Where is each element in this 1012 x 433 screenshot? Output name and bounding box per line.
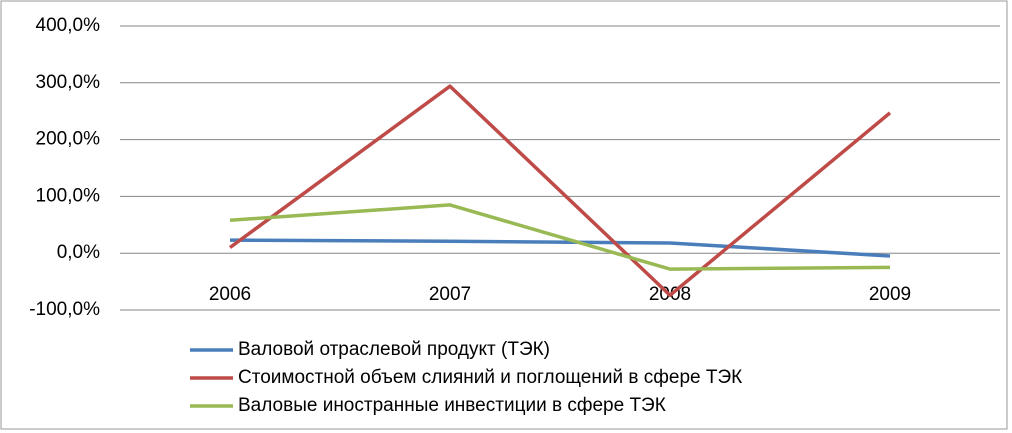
x-tick-label: 2007: [429, 284, 471, 305]
legend-label: Валовой отраслевой продукт (ТЭК): [238, 339, 550, 360]
x-tick-label: 2006: [209, 284, 251, 305]
y-tick-label: 0,0%: [57, 242, 100, 263]
y-tick-label: 400,0%: [36, 15, 101, 36]
series-line: [228, 84, 892, 297]
legend-label: Валовые иностранные инвестиции в сфере Т…: [238, 395, 666, 416]
x-tick-label: 2009: [869, 284, 911, 305]
legend-label: Стоимостной объем слияний и поглощений в…: [238, 367, 742, 388]
y-tick-label: -100,0%: [29, 299, 100, 320]
series-line: [229, 203, 891, 271]
y-tick-label: 200,0%: [36, 129, 101, 150]
series-line: [229, 238, 891, 258]
y-tick-label: 100,0%: [36, 185, 101, 206]
y-tick-label: 300,0%: [36, 72, 101, 93]
